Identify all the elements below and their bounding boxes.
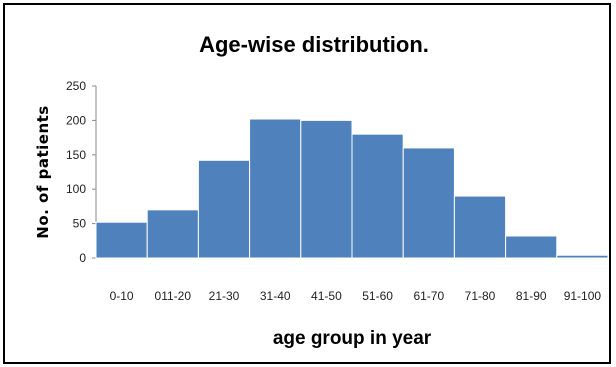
x-tick-label: 41-50 — [311, 289, 342, 303]
y-axis-ticks: 0 50 100 150 200 250 — [66, 79, 96, 265]
bar-61-70 — [402, 147, 455, 259]
y-tick-label: 50 — [73, 217, 87, 231]
y-tick-label: 150 — [66, 148, 86, 162]
bar-011-20 — [146, 209, 199, 259]
x-tick-label: 011-20 — [155, 289, 192, 303]
x-axis-ticks: 0-10 011-20 21-30 31-40 41-50 51-60 61-70 71-80… — [110, 289, 602, 303]
y-tick-label: 200 — [66, 113, 86, 127]
x-tick-label: 21-30 — [209, 289, 240, 303]
bar-31-40 — [249, 118, 302, 259]
y-tick-label: 100 — [66, 182, 86, 196]
x-tick-label: 31-40 — [260, 289, 291, 303]
bar-91-100 — [556, 254, 609, 259]
x-tick-label: 91-100 — [564, 289, 602, 303]
x-tick-label: 0-10 — [110, 289, 134, 303]
y-tick-label: 250 — [66, 79, 86, 93]
x-tick-label: 71-80 — [465, 289, 496, 303]
bar-0-10 — [95, 221, 148, 259]
bar-21-30 — [197, 159, 251, 259]
x-axis-label: age group in year — [273, 328, 432, 349]
x-tick-label: 81-90 — [516, 289, 547, 303]
bars-group — [95, 118, 609, 259]
x-tick-label: 61-70 — [413, 289, 444, 303]
y-axis-label: No. of patients — [34, 105, 52, 238]
bar-81-90 — [505, 235, 558, 259]
bar-71-80 — [453, 195, 507, 259]
chart-title: Age-wise distribution. — [199, 32, 429, 57]
y-tick-label: 0 — [79, 251, 86, 265]
bar-51-60 — [351, 133, 404, 259]
x-tick-label: 51-60 — [362, 289, 393, 303]
bar-41-50 — [300, 119, 353, 259]
